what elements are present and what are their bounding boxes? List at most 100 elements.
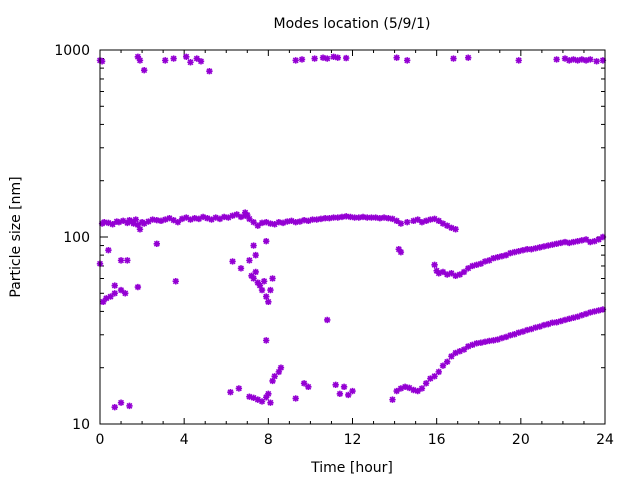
data-point	[570, 314, 577, 321]
data-point	[115, 218, 123, 226]
data-point	[204, 215, 211, 222]
data-point	[117, 399, 125, 406]
data-point	[473, 261, 480, 269]
x-tick-label: 12	[344, 432, 362, 448]
data-point	[117, 286, 125, 294]
data-point	[250, 218, 257, 226]
data-point	[267, 286, 274, 294]
data-point	[591, 308, 598, 315]
data-point	[229, 258, 236, 265]
data-point	[336, 390, 344, 398]
data-point	[456, 271, 464, 278]
data-point	[233, 211, 240, 218]
data-point	[364, 214, 371, 221]
data-point	[267, 399, 274, 406]
data-point	[258, 286, 266, 294]
data-point	[349, 387, 356, 395]
data-point	[162, 216, 169, 223]
data-point	[105, 246, 112, 254]
data-point	[109, 221, 116, 228]
data-point	[395, 246, 402, 253]
data-point	[582, 310, 590, 318]
data-point	[460, 346, 468, 353]
y-tick-label: 100	[63, 230, 90, 246]
data-point	[494, 253, 501, 261]
data-point	[591, 237, 598, 245]
data-point	[410, 217, 417, 225]
data-point	[136, 57, 144, 64]
data-point	[345, 391, 352, 399]
data-point	[502, 251, 510, 259]
data-point	[206, 68, 213, 75]
data-points	[96, 53, 607, 411]
data-point	[256, 282, 264, 289]
data-point	[414, 387, 421, 395]
data-point	[229, 212, 236, 219]
data-point	[235, 385, 243, 392]
data-point	[305, 383, 312, 391]
data-point	[404, 57, 411, 64]
data-point	[549, 319, 556, 326]
data-point	[439, 362, 447, 369]
data-point	[498, 334, 506, 342]
data-point	[557, 239, 565, 247]
data-point	[300, 380, 308, 387]
data-point	[393, 217, 400, 225]
data-point	[267, 220, 274, 227]
data-point	[258, 219, 266, 227]
data-point	[162, 57, 169, 64]
data-point	[122, 290, 129, 297]
data-point	[515, 329, 522, 336]
data-point	[265, 390, 272, 398]
data-point	[355, 214, 363, 221]
data-point	[450, 55, 457, 62]
data-point	[187, 216, 194, 223]
data-point	[380, 214, 388, 221]
data-point	[404, 218, 411, 226]
data-point	[452, 349, 459, 357]
data-point	[393, 54, 400, 61]
data-point	[275, 218, 283, 226]
data-point	[494, 336, 501, 343]
data-point	[540, 243, 548, 250]
data-point	[544, 242, 552, 249]
data-point	[511, 248, 518, 256]
data-point	[372, 214, 379, 221]
data-point	[502, 333, 510, 341]
data-point	[191, 215, 198, 222]
data-point	[183, 214, 190, 221]
x-tick-label: 20	[512, 432, 530, 448]
data-point	[561, 55, 569, 62]
data-point	[334, 214, 341, 221]
data-point	[515, 247, 522, 255]
data-point	[435, 217, 442, 225]
data-point	[452, 272, 459, 280]
data-point	[578, 237, 586, 244]
data-point	[376, 215, 384, 222]
data-point	[574, 313, 581, 320]
data-point	[469, 341, 476, 349]
data-point	[324, 316, 331, 324]
x-tick-label: 0	[96, 432, 105, 448]
data-point	[254, 396, 262, 403]
data-point	[178, 215, 186, 223]
data-point	[536, 323, 543, 330]
data-point	[130, 220, 137, 227]
data-point	[124, 257, 131, 264]
data-point	[582, 57, 590, 64]
data-point	[593, 58, 600, 65]
data-point	[260, 278, 268, 285]
data-point	[111, 290, 118, 297]
data-point	[422, 217, 430, 225]
data-point	[263, 337, 270, 344]
data-point	[523, 326, 531, 334]
data-point	[254, 279, 262, 286]
data-point	[397, 385, 405, 392]
data-point	[149, 216, 156, 223]
data-point	[465, 343, 472, 350]
data-point	[507, 249, 514, 257]
data-point	[532, 324, 539, 331]
data-point	[536, 244, 543, 251]
data-point	[103, 295, 110, 302]
data-point	[385, 215, 392, 222]
